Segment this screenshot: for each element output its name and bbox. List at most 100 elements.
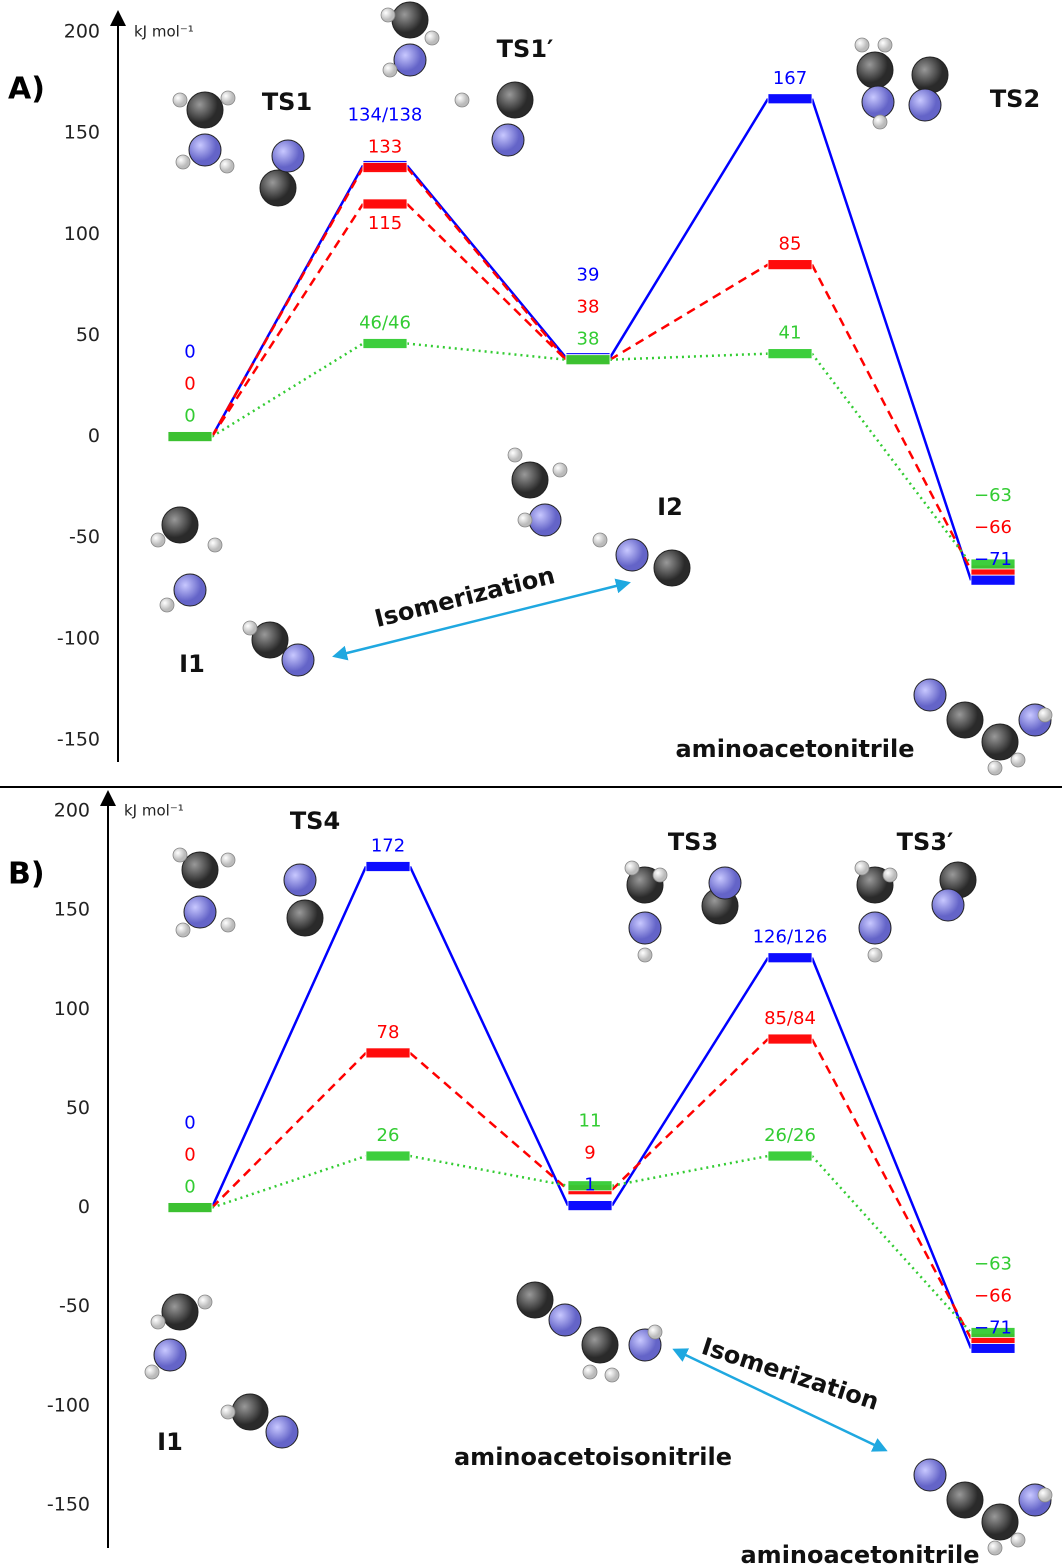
atom [529, 504, 561, 536]
structure-label: TS4 [290, 807, 340, 835]
atom [868, 948, 882, 962]
energy-level [366, 1151, 410, 1161]
atom [1011, 1533, 1025, 1547]
atom [855, 861, 869, 875]
atom [654, 550, 690, 586]
atom [648, 1325, 662, 1339]
connector [812, 1039, 971, 1338]
atom [381, 8, 395, 22]
atom [859, 912, 891, 944]
connector [212, 168, 363, 437]
atom [517, 1282, 553, 1318]
energy-level [168, 1203, 212, 1213]
atom [508, 448, 522, 462]
y-tick-label: -100 [47, 1394, 90, 1416]
atom [982, 1504, 1018, 1540]
atom [187, 92, 223, 128]
value-label: −66 [974, 1285, 1012, 1306]
y-axis-unit: kJ mol⁻¹ [134, 23, 194, 41]
panel-label: B) [8, 857, 45, 892]
value-label: 126/126 [753, 927, 828, 948]
atom [220, 159, 234, 173]
connector [407, 166, 566, 358]
value-label: 1 [584, 1175, 595, 1196]
atom [862, 86, 894, 118]
atom [709, 867, 741, 899]
atom [988, 761, 1002, 775]
atom [282, 644, 314, 676]
value-label: 11 [579, 1111, 602, 1132]
value-label: 133 [368, 137, 402, 158]
energy-level [768, 94, 812, 104]
structure-label: aminoacetonitrile [675, 735, 914, 763]
atom [616, 539, 648, 571]
connector [212, 1156, 366, 1208]
value-label: 0 [184, 342, 195, 363]
connector [812, 265, 971, 570]
atom [284, 864, 316, 896]
atom [221, 918, 235, 932]
value-label: −63 [974, 1253, 1012, 1274]
structure-label: aminoacetonitrile [740, 1541, 979, 1568]
connector [407, 344, 566, 360]
value-label: 38 [577, 329, 600, 350]
y-tick-label: -150 [57, 729, 100, 751]
y-axis-unit: kJ mol⁻¹ [124, 802, 184, 820]
atom [914, 1459, 946, 1491]
atom [162, 507, 198, 543]
y-tick-label: -150 [47, 1494, 90, 1516]
y-tick-label: 100 [54, 998, 90, 1020]
atom [162, 1294, 198, 1330]
atom [221, 853, 235, 867]
value-label: 78 [377, 1022, 400, 1043]
atom [173, 848, 187, 862]
connector [410, 867, 568, 1206]
connector [610, 354, 768, 360]
connector [212, 1053, 366, 1208]
value-label: 85/84 [764, 1008, 816, 1029]
value-label: −66 [974, 517, 1012, 538]
atom [988, 1541, 1002, 1555]
y-tick-label: 150 [64, 122, 100, 144]
atom [184, 896, 216, 928]
value-label: 134/138 [348, 105, 423, 126]
atom [497, 82, 533, 118]
figure: kJ mol⁻¹A)-150-100-50050100150200TS1TS1′… [0, 0, 1062, 1568]
atom [1038, 708, 1052, 722]
atom [198, 1295, 212, 1309]
connector [612, 1039, 768, 1190]
energy-level [768, 1034, 812, 1044]
atom [593, 533, 607, 547]
atom [878, 38, 892, 52]
energy-level [366, 862, 410, 872]
atom [909, 89, 941, 121]
connector [812, 99, 971, 580]
molecule [855, 861, 976, 962]
atom [914, 679, 946, 711]
energy-level [568, 1201, 612, 1211]
atom [151, 533, 165, 547]
y-tick-label: 200 [64, 21, 100, 43]
atom [855, 38, 869, 52]
energy-level [971, 1343, 1015, 1353]
y-tick-label: 0 [88, 425, 100, 447]
atom [932, 889, 964, 921]
connector [407, 168, 566, 360]
atom [174, 574, 206, 606]
atom [583, 1365, 597, 1379]
connector [812, 958, 971, 1349]
atom [492, 124, 524, 156]
energy-level [363, 339, 407, 349]
energy-level [768, 953, 812, 963]
molecule [173, 848, 323, 937]
atom [912, 57, 948, 93]
value-label: 167 [773, 68, 807, 89]
connector [612, 1156, 768, 1186]
atom [857, 52, 893, 88]
energy-level [768, 349, 812, 359]
energy-level [366, 1048, 410, 1058]
atom [266, 1416, 298, 1448]
molecule [517, 1282, 662, 1382]
atom [625, 861, 639, 875]
atom [883, 868, 897, 882]
